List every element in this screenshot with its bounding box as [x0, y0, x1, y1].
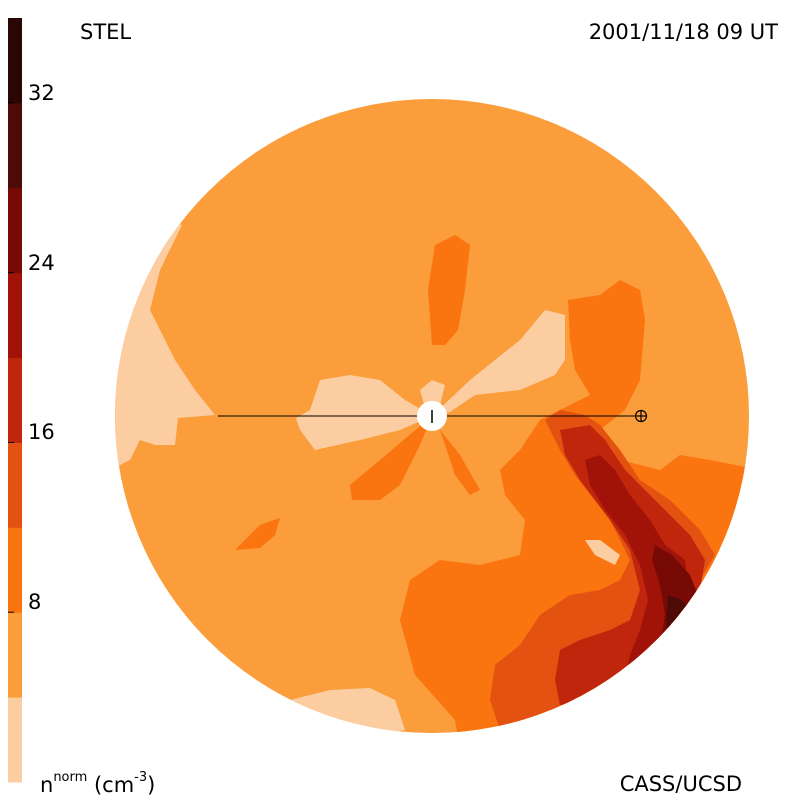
contour-orange-left-lobe: [350, 416, 432, 500]
instrument-label: STEL: [80, 20, 132, 44]
contour-orange-small-left: [235, 518, 280, 550]
colorbar: [8, 18, 22, 783]
credit-label: CASS/UCSD: [619, 772, 742, 796]
colorbar-segment: [8, 187, 22, 274]
timestamp-label: 2001/11/18 09 UT: [588, 20, 778, 44]
colorbar-segment: [8, 18, 22, 104]
colorbar-tick-label: 16: [28, 420, 55, 445]
colorbar-segment: [8, 357, 22, 443]
contour-light-center-left: [296, 375, 432, 450]
colorbar-tick-label: 32: [28, 80, 55, 105]
contour-light-center-right: [432, 310, 565, 416]
colorbar-segment: [8, 612, 22, 698]
contour-orange-bright-spot: [585, 540, 620, 565]
contour-light-bottom: [290, 688, 405, 733]
colorbar-segment: [8, 102, 22, 189]
colorbar-tick-label: 24: [28, 250, 55, 275]
earth-icon: [634, 409, 648, 423]
contour-darkest: [666, 595, 695, 645]
colorbar-segment: [8, 442, 22, 528]
colorbar-segment: [8, 527, 22, 613]
colorbar-units-label: nnorm (cm-3): [40, 770, 156, 797]
colorbar-segment: [8, 697, 22, 783]
colorbar-segment: [8, 272, 22, 359]
contour-orange-finger: [440, 430, 480, 495]
colorbar-tick-label: 8: [28, 590, 42, 615]
contour-orange-top: [428, 235, 470, 345]
